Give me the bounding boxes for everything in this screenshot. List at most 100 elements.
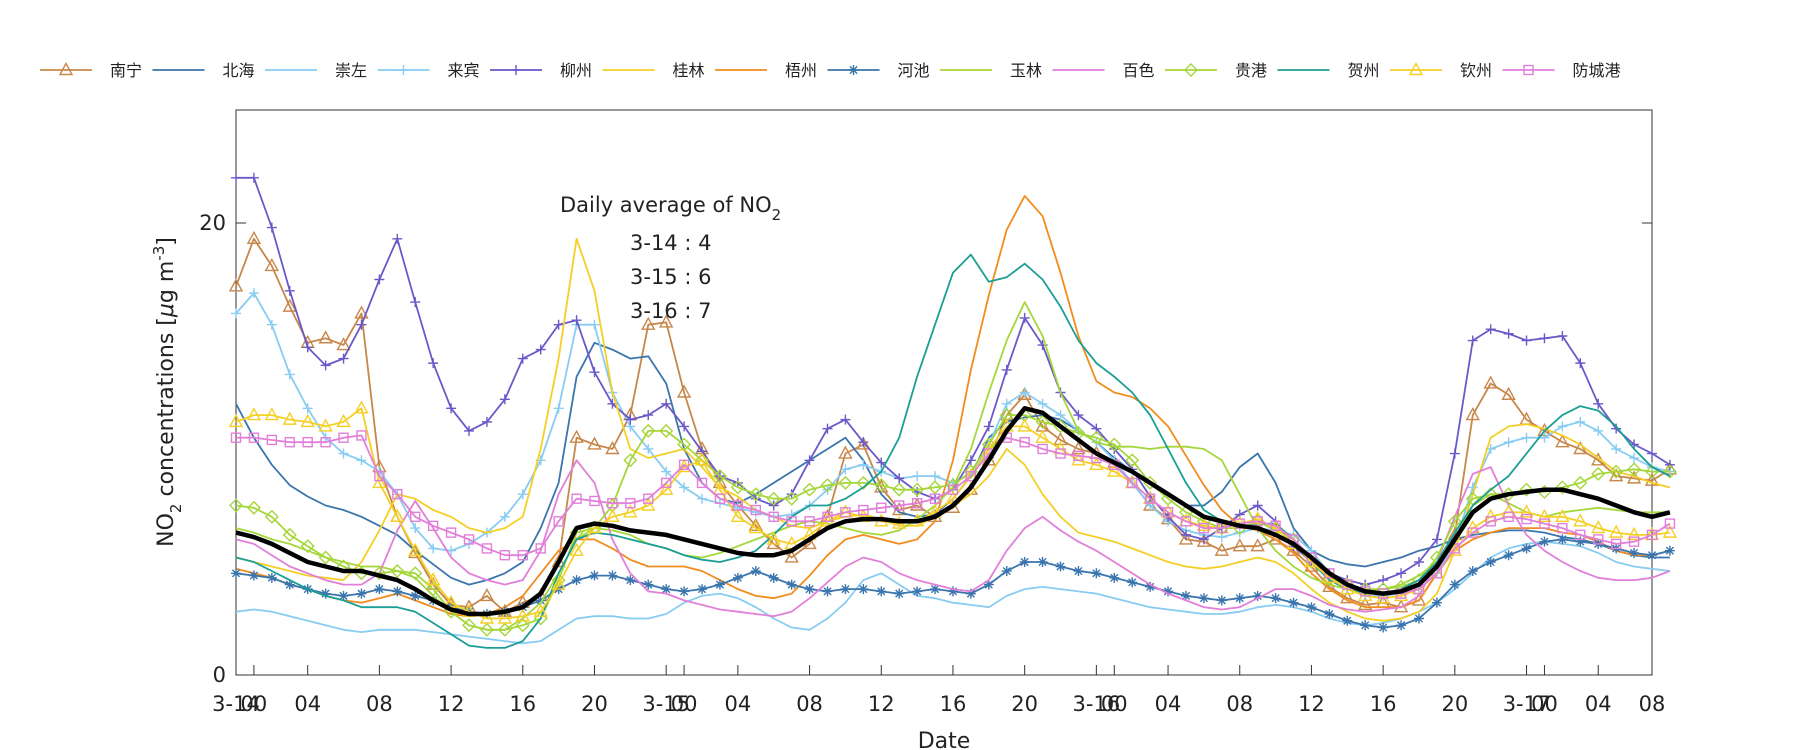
data-point-marker (911, 498, 923, 509)
series-防城港 (230, 430, 1676, 599)
legend-item: 南宁 (40, 61, 142, 80)
data-point-marker (822, 484, 833, 495)
x-tick-label: 20 (1441, 692, 1468, 716)
data-point-marker (910, 482, 925, 497)
data-point-marker (840, 584, 851, 595)
x-tick-label: 08 (1226, 692, 1253, 716)
data-point-marker (336, 413, 351, 428)
data-point-marker (1557, 421, 1568, 432)
data-point-marker (517, 550, 528, 561)
data-point-marker (1501, 386, 1516, 400)
data-point-marker (408, 566, 423, 581)
data-point-marker (623, 453, 638, 468)
data-point-marker (1503, 437, 1514, 448)
data-point-marker (229, 498, 243, 513)
data-point-marker (1232, 538, 1247, 552)
data-point-marker (840, 507, 851, 518)
data-point-marker (571, 315, 582, 326)
data-point-marker (320, 588, 331, 599)
data-point-marker (678, 459, 690, 471)
data-point-marker (246, 230, 262, 245)
data-point-marker (1431, 534, 1442, 545)
data-point-marker (1573, 441, 1588, 455)
data-point-marker (658, 481, 674, 495)
data-point-marker (1467, 482, 1478, 493)
legend-label: 北海 (223, 61, 255, 80)
data-point-marker (354, 400, 369, 414)
data-point-marker (302, 403, 313, 414)
x-tick-label: 12 (438, 692, 465, 716)
data-point-marker (231, 568, 241, 579)
data-point-marker (1611, 444, 1622, 454)
data-point-marker (1557, 331, 1568, 341)
data-point-marker (912, 586, 923, 597)
data-point-marker (282, 411, 297, 425)
legend-swatch-marker (398, 65, 409, 75)
data-point-marker (338, 353, 349, 364)
annotation-title: Daily average of NO2 (560, 193, 781, 224)
data-point-marker (874, 478, 889, 493)
data-point-marker (1447, 514, 1462, 529)
data-point-marker (1107, 463, 1122, 477)
data-point-marker (1628, 536, 1640, 547)
data-point-marker (730, 480, 745, 495)
x-tick-label: 16 (1370, 692, 1397, 716)
data-point-marker (643, 410, 654, 421)
data-point-marker (1396, 620, 1407, 631)
series-贺州 (235, 253, 1671, 649)
data-point-marker (427, 520, 439, 532)
data-point-marker (856, 475, 871, 490)
daily-average-annotation: Daily average of NO2 3-14 : 4 3-15 : 6 3… (560, 193, 781, 323)
data-point-marker (659, 423, 674, 438)
data-point-marker (1411, 592, 1427, 606)
data-point-marker (1091, 568, 1102, 579)
annotation-line-1: 3-14 : 4 (630, 231, 711, 255)
data-point-marker (1378, 622, 1389, 633)
data-point-marker (748, 487, 763, 502)
data-point-marker (1465, 407, 1480, 421)
data-point-marker (1216, 595, 1227, 606)
data-point-marker (1664, 545, 1675, 556)
data-point-marker (589, 495, 600, 507)
data-point-marker (1539, 536, 1550, 547)
data-point-marker (372, 566, 387, 581)
data-point-marker (1521, 432, 1532, 443)
data-point-marker (571, 575, 582, 586)
data-point-marker (1127, 577, 1138, 588)
data-point-marker (1591, 520, 1606, 534)
data-point-marker (1662, 464, 1677, 479)
x-tick-label: 12 (868, 692, 895, 716)
data-point-marker (1198, 522, 1210, 534)
data-point-marker (1324, 568, 1335, 579)
data-point-marker (1573, 513, 1588, 527)
data-point-marker (1125, 453, 1140, 468)
data-point-marker (1196, 517, 1212, 532)
data-point-marker (571, 493, 582, 504)
data-point-marker (1629, 547, 1640, 558)
data-point-marker (428, 543, 439, 554)
data-point-marker (551, 576, 566, 590)
data-point-marker (1539, 333, 1550, 344)
data-point-marker (356, 588, 367, 599)
data-point-marker (1037, 398, 1048, 409)
data-point-marker (1629, 453, 1640, 464)
data-point-marker (390, 508, 405, 522)
data-point-marker (1340, 590, 1355, 604)
series-layer (228, 172, 1678, 649)
data-point-marker (1557, 522, 1568, 534)
legend: 南宁 北海 崇左 来宾 柳州 桂林 梧州 河池 玉林 百色 贵港 贺州 钦州 防城港 (40, 61, 1621, 80)
data-point-marker (336, 337, 351, 351)
data-point-marker (1485, 557, 1496, 567)
data-point-marker (1214, 542, 1230, 556)
legend-label: 崇左 (335, 61, 367, 80)
data-point-marker (1198, 534, 1209, 545)
data-point-marker (1539, 518, 1550, 529)
data-point-marker (679, 421, 690, 432)
legend-label: 钦州 (1460, 61, 1492, 80)
data-point-marker (947, 586, 958, 597)
data-point-marker (1073, 450, 1084, 461)
data-point-marker (965, 470, 977, 482)
data-point-marker (231, 172, 241, 183)
data-point-marker (928, 480, 943, 495)
data-point-marker (246, 407, 262, 421)
